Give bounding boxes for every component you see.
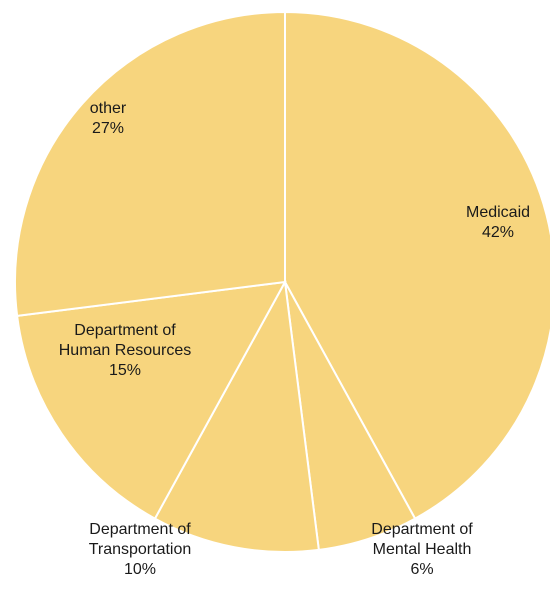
slice-label-line: Medicaid [466,204,530,221]
slice-label-mental-health: Department of Mental Health 6% [371,521,473,578]
pie-slice-other [14,10,286,317]
slice-label-line: Department of [89,521,191,538]
pie-slice-medicaid [284,10,550,520]
slice-label-line: other [90,100,127,117]
slice-label-line: 15% [109,362,141,379]
slice-label-line: 27% [92,120,124,137]
slice-label-medicaid: Medicaid 42% [466,204,530,241]
slice-label-line: Department of [74,322,176,339]
slice-label-other: other 27% [90,100,127,137]
slice-label-line: Human Resources [59,342,192,359]
pie-slice-human-resources [16,280,287,520]
slice-label-line: Mental Health [373,541,472,558]
slice-label-line: Department of [371,521,473,538]
pie-slice-transportation [153,278,320,553]
slice-label-line: Transportation [89,541,192,558]
slice-label-line: 6% [410,561,433,578]
pie-slices [14,10,550,553]
pie-labels: Medicaid 42%Department of Mental Health 6%D… [59,100,530,578]
slice-label-line: 10% [124,561,156,578]
slice-label-line: 42% [482,224,514,241]
slice-label-transportation: Department of Transportation 10% [89,521,192,578]
slice-label-human-resources: Department of Human Resources 15% [59,322,192,379]
